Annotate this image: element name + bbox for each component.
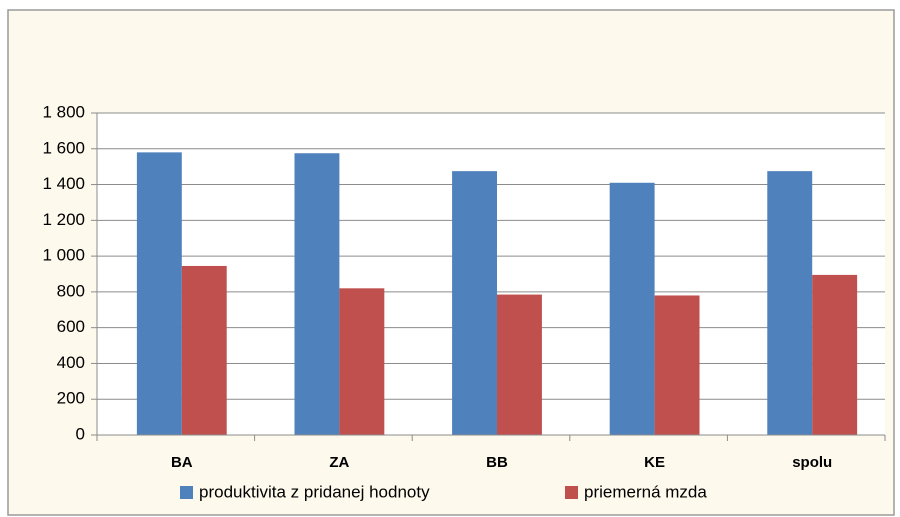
y-tick-label: 1 000: [42, 246, 85, 265]
y-tick-label: 0: [76, 424, 85, 443]
bar: [654, 295, 700, 435]
bar: [181, 265, 227, 435]
y-tick-label: 1 200: [42, 210, 85, 229]
y-tick-label: 800: [57, 281, 85, 300]
legend-swatch: [180, 486, 193, 499]
bar: [609, 182, 655, 435]
legend-label: priemerná mzda: [584, 482, 707, 501]
x-tick-label: BB: [486, 454, 508, 471]
bar: [497, 294, 542, 435]
x-tick-label: spolu: [792, 454, 832, 471]
legend-label: produktivita z pridanej hodnoty: [199, 482, 430, 501]
y-tick-label: 1 400: [42, 174, 85, 193]
x-tick-label: BA: [171, 454, 193, 471]
y-tick-label: 400: [57, 353, 85, 372]
y-tick-label: 1 800: [42, 102, 85, 121]
legend-swatch: [565, 486, 578, 499]
bar: [136, 152, 182, 435]
y-tick-label: 1 600: [42, 138, 85, 157]
bar: [294, 153, 340, 435]
bar: [767, 171, 813, 435]
bar: [452, 171, 497, 435]
x-tick-label: KE: [644, 454, 665, 471]
x-tick-label: ZA: [329, 454, 349, 471]
bar: [812, 274, 858, 435]
y-tick-label: 200: [57, 389, 85, 408]
y-tick-label: 600: [57, 317, 85, 336]
bar: [339, 288, 385, 435]
